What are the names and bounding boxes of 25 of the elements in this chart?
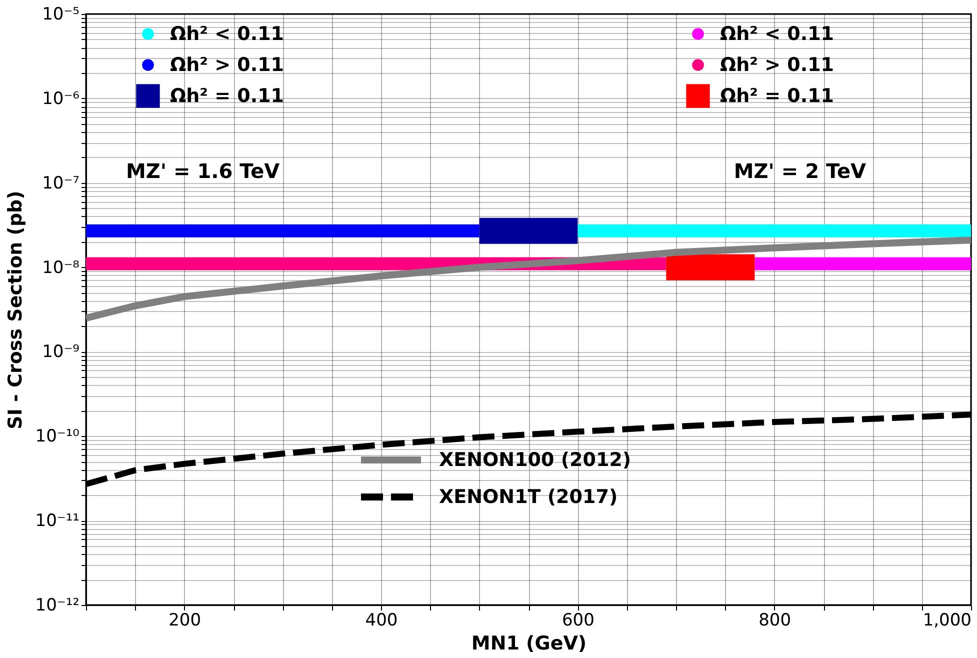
legend-label: Ωh² > 0.11 [170,54,284,76]
y-tick-label: 10⁻⁵ [42,4,80,24]
y-tick-label: 10⁻¹⁰ [35,426,80,447]
legend-label: XENON1T (2017) [439,486,618,508]
annotation: MZ' = 1.6 TeV [126,159,280,183]
legend-label: Ωh² = 0.11 [720,85,834,107]
x-tick-label: 200 [168,610,202,630]
x-tick-label: 400 [365,610,398,630]
y-tick-label: 10⁻⁷ [42,173,80,194]
annotation: MZ' = 2 TeV [734,159,867,183]
y-tick-label: 10⁻⁶ [42,88,80,109]
legend-label: Ωh² < 0.11 [170,23,284,45]
legend-label: XENON100 (2012) [439,449,632,471]
x-axis-title: MN1 (GeV) [471,632,587,654]
legend-label: Ωh² < 0.11 [720,23,834,45]
x-tick-label: 800 [758,610,792,630]
y-tick-label: 10⁻⁸ [42,258,80,278]
legend-label: Ωh² = 0.11 [170,85,284,107]
y-tick-label: 10⁻⁹ [42,342,80,362]
y-axis-title: SI - Cross Section (pb) [4,190,26,430]
y-tick-label: 10⁻¹¹ [35,511,80,532]
x-tick-label: 1,000 [922,610,972,630]
x-tick-label: 600 [562,610,594,630]
legend-label: Ωh² > 0.11 [720,54,834,76]
y-tick-label: 10⁻¹² [35,596,80,616]
